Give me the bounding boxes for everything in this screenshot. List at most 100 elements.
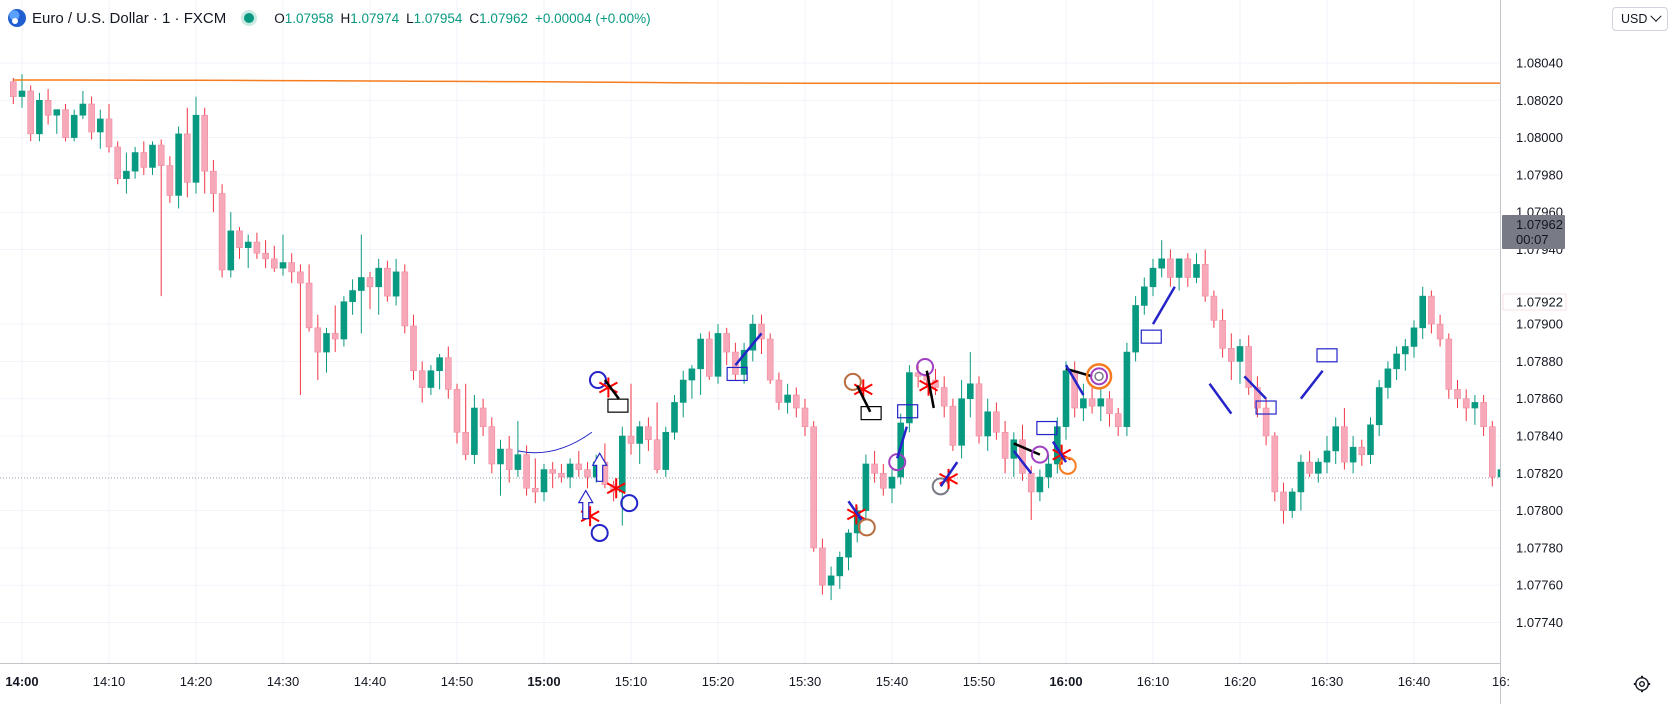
candle-body <box>262 252 269 260</box>
time-tick-label: 16: <box>1492 674 1510 689</box>
close-label: C <box>469 10 480 26</box>
price-axis[interactable]: 1.080401.080201.080001.079801.079601.079… <box>1500 0 1677 704</box>
time-tick-label: 15:10 <box>615 674 648 689</box>
candle-body <box>166 165 174 196</box>
candle-body <box>688 368 696 381</box>
candle-body <box>1132 305 1139 353</box>
gear-icon[interactable] <box>1631 673 1653 695</box>
candle-body <box>1097 398 1105 407</box>
candle-body <box>79 103 87 116</box>
candle-body <box>1349 446 1357 463</box>
arrow-up-marker <box>577 489 594 520</box>
box-marker <box>860 406 882 421</box>
time-axis[interactable]: 14:00 14:10 14:20 14:30 14:40 14:50 15:00 15:10… <box>0 663 1510 704</box>
candle-body <box>697 338 704 370</box>
time-tick-label: 15:40 <box>876 674 909 689</box>
candle-body <box>540 469 548 493</box>
globe-icon[interactable] <box>8 9 26 27</box>
candle-body <box>340 301 348 340</box>
candle-body <box>1306 461 1313 474</box>
candle-body <box>88 103 95 133</box>
candle-body <box>714 333 722 377</box>
candle-body <box>984 411 992 437</box>
candle-body <box>862 463 870 511</box>
candle-body <box>1106 398 1113 414</box>
candle-body <box>218 193 226 271</box>
candle-body <box>1341 426 1348 463</box>
candle-body <box>1332 426 1339 452</box>
candle-body <box>36 100 43 135</box>
drawing-objects[interactable] <box>517 286 1338 542</box>
market-open-dot-icon[interactable] <box>244 13 255 23</box>
candle-body <box>566 463 574 478</box>
candle-body <box>192 114 200 183</box>
candle-body <box>114 146 121 179</box>
candle-body <box>1410 327 1418 347</box>
candle-body <box>1010 439 1018 459</box>
symbol-title[interactable]: Euro / U.S. Dollar · 1 · FXCM <box>32 9 227 27</box>
box-marker <box>726 366 748 382</box>
candle-body <box>105 118 113 148</box>
time-tick-label: 16:20 <box>1224 674 1257 689</box>
low-label: L <box>406 10 414 26</box>
candle-body <box>375 267 383 288</box>
time-tick-label: 14:00 <box>5 674 38 689</box>
time-tick-label: 14:10 <box>93 674 126 689</box>
candle-body <box>584 469 591 478</box>
candle-body <box>210 170 217 194</box>
candle-body <box>871 463 878 474</box>
candle-body <box>1297 461 1305 493</box>
candle-body <box>645 426 652 441</box>
candle-body <box>705 338 713 377</box>
candle-body <box>1062 370 1070 427</box>
countdown-label: 00:07 <box>1516 232 1549 247</box>
candle-body <box>1193 264 1200 278</box>
target-marker-middle <box>1090 367 1109 386</box>
candle-body <box>314 327 322 353</box>
candle-body <box>201 114 208 172</box>
circle-marker <box>857 518 876 537</box>
trend-line <box>939 461 959 488</box>
time-tick-label: 15:30 <box>789 674 822 689</box>
candle-body <box>488 426 496 465</box>
candle-body <box>1123 351 1131 427</box>
candle-body <box>1393 353 1400 370</box>
candle-body <box>244 241 252 248</box>
time-tick-label: 16:10 <box>1137 674 1170 689</box>
candle-body <box>801 407 809 427</box>
candle-body <box>140 152 148 168</box>
candle-body <box>1141 286 1148 306</box>
candle-body <box>453 389 461 433</box>
box-marker <box>897 404 919 419</box>
candle-body <box>1080 398 1087 409</box>
trend-line <box>1208 383 1233 415</box>
high-value: 1.07974 <box>350 10 400 26</box>
candle-body <box>1045 463 1052 478</box>
currency-selector[interactable]: USD <box>1612 7 1668 31</box>
candle-body <box>1210 295 1218 321</box>
price-tick-label: 1.07800 <box>1516 503 1563 518</box>
candle-body <box>149 144 156 168</box>
candle-body <box>1114 413 1122 427</box>
candle-body <box>749 323 757 351</box>
trend-line <box>1064 364 1085 396</box>
trend-line <box>603 379 620 400</box>
box-marker <box>1036 420 1058 436</box>
price-tick-label: 1.08020 <box>1516 93 1563 108</box>
candle-body <box>1462 398 1470 409</box>
candle-body <box>1175 258 1183 278</box>
candle-body <box>549 469 557 474</box>
target-marker-outer <box>1085 363 1113 390</box>
trend-line <box>856 385 872 413</box>
candle-body <box>966 383 974 399</box>
candle-body <box>671 402 678 433</box>
candle-body <box>819 547 826 586</box>
candle-body <box>1384 368 1392 388</box>
candle-body <box>366 277 374 288</box>
time-tick-label: 14:40 <box>354 674 387 689</box>
candle-body <box>1228 348 1235 362</box>
price-tick-label: 1.07860 <box>1516 391 1563 406</box>
candle-body <box>1315 461 1322 474</box>
